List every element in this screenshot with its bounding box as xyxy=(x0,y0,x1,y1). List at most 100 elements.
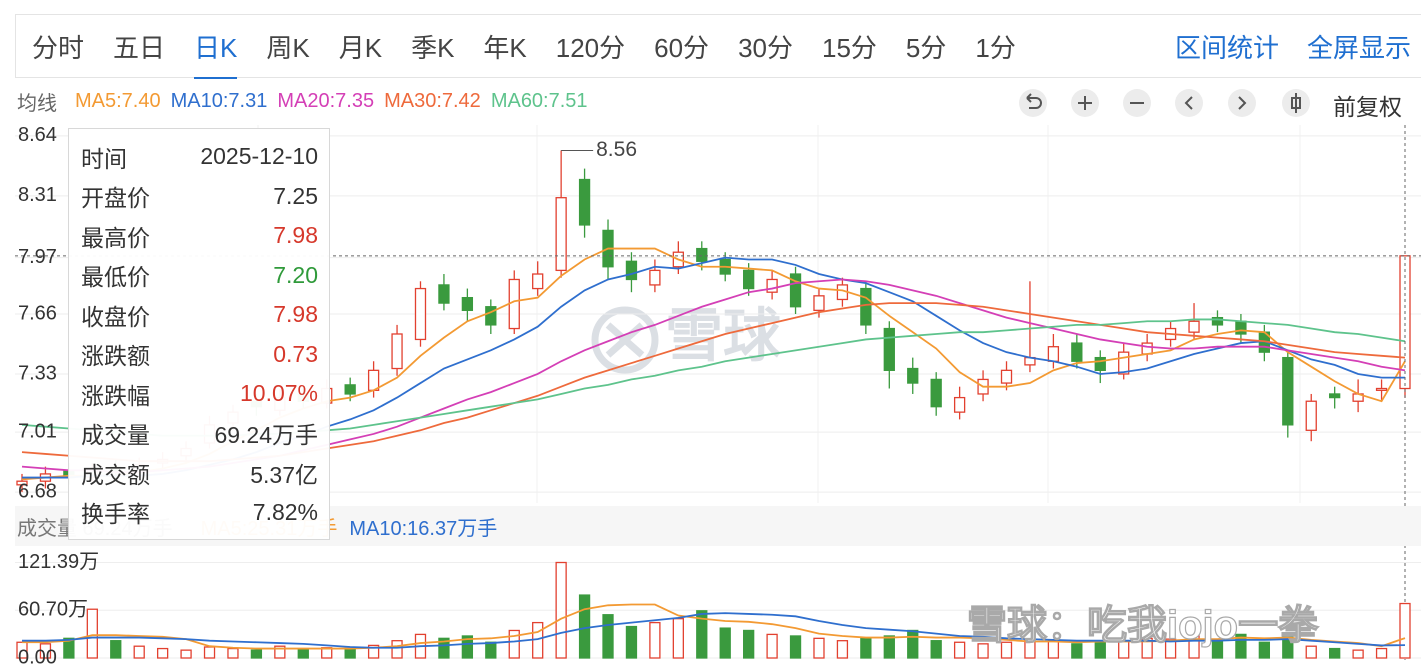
volume-bar xyxy=(391,640,403,659)
ma-label: 均线 xyxy=(17,92,57,115)
y-tick-label: 6.68 xyxy=(18,480,57,502)
period-tab[interactable]: 5分 xyxy=(905,32,947,63)
volume-bar xyxy=(649,621,661,659)
candle-body xyxy=(438,284,450,304)
volume-ma-line xyxy=(22,612,1406,649)
volume-bar xyxy=(672,618,684,659)
volume-bar xyxy=(110,640,122,659)
toolbar-link[interactable]: 区间统计 xyxy=(1174,32,1279,63)
candle-body xyxy=(953,396,966,413)
toolbar-link[interactable]: 全屏显示 xyxy=(1306,32,1411,63)
prev-icon xyxy=(1184,96,1193,110)
volume-bar xyxy=(555,561,567,659)
tooltip-label: 时间 xyxy=(81,145,127,172)
y-tick-label: 7.01 xyxy=(18,420,57,442)
candle-body xyxy=(508,278,520,330)
volume-bar xyxy=(977,643,989,659)
tooltip-label: 最低价 xyxy=(81,264,150,291)
volume-bar xyxy=(1235,633,1247,659)
tooltip-value: 69.24万手 xyxy=(214,422,318,449)
candle-body xyxy=(1282,356,1294,426)
zoom-in-icon xyxy=(1078,96,1092,110)
y-tick-label: 7.97 xyxy=(18,246,57,268)
candle-body xyxy=(555,197,567,272)
prev-button[interactable] xyxy=(1175,89,1203,117)
tooltip-row: 成交量 69.24万手 xyxy=(81,414,318,454)
period-tab[interactable]: 30分 xyxy=(738,32,793,63)
tooltip-label: 成交额 xyxy=(81,461,150,488)
volume-bar xyxy=(836,640,849,659)
volume-bar xyxy=(203,646,216,659)
legend-entry: MA10:7.31 xyxy=(170,89,268,112)
y-tick-label: 8.64 xyxy=(18,124,57,146)
period-tab[interactable]: 日K xyxy=(194,28,238,79)
volume-bar xyxy=(1071,643,1083,659)
adjust-mode[interactable]: 前复权 xyxy=(1333,94,1402,120)
volume-bar xyxy=(578,594,591,659)
period-tab[interactable]: 周K xyxy=(266,32,310,63)
volume-bar xyxy=(625,625,638,659)
volume-bar xyxy=(860,637,872,659)
candle-body xyxy=(813,295,825,312)
y-tick-label: 8.31 xyxy=(18,184,57,206)
candle-body xyxy=(1047,346,1060,362)
volume-bar xyxy=(1352,649,1364,659)
candle-body xyxy=(907,367,919,384)
volume-bar xyxy=(696,610,708,659)
period-tabs: 分时 五日 日K 周K 月K 季K 年K 120分 60分 30分 15分 5分 1分 xyxy=(15,14,1421,79)
volume-bar xyxy=(602,614,614,659)
tooltip-label: 换手率 xyxy=(81,501,150,528)
volume-bar xyxy=(344,647,356,659)
candle-body xyxy=(1094,356,1106,371)
period-tab[interactable]: 1分 xyxy=(975,32,1016,63)
candle-body xyxy=(461,296,474,312)
tooltip-row: 最高价 7.98 xyxy=(81,216,318,256)
volume-bar xyxy=(1141,637,1153,659)
next-button[interactable] xyxy=(1228,89,1256,117)
volume-bar xyxy=(180,649,192,659)
candle-toggle-icon xyxy=(1291,93,1301,113)
period-tab[interactable]: 60分 xyxy=(654,32,710,63)
volume-bar xyxy=(485,641,497,659)
volume-bar xyxy=(250,649,263,659)
period-tab[interactable]: 五日 xyxy=(113,32,166,63)
volume-bar xyxy=(1399,602,1411,659)
tooltip-row: 成交额 5.37亿 xyxy=(81,453,318,493)
candle-body xyxy=(649,269,661,286)
undo-button[interactable] xyxy=(1019,89,1047,117)
tooltip-label: 收盘价 xyxy=(81,303,150,330)
tooltip-value: 0.73 xyxy=(273,340,318,367)
candle-body xyxy=(1375,387,1388,391)
candle-body xyxy=(789,273,802,308)
y-tick-label: 0.00 xyxy=(18,646,57,668)
candle-body xyxy=(367,369,380,391)
tooltip-value: 2025-12-10 xyxy=(200,143,318,170)
tooltip-value: 10.07% xyxy=(239,380,318,407)
volume-bar xyxy=(133,645,145,659)
volume-bar xyxy=(297,648,309,659)
toolbar-icons xyxy=(1019,89,1310,117)
period-tab[interactable]: 120分 xyxy=(555,32,626,63)
legend-entry: MA20:7.35 xyxy=(277,89,375,112)
watermark-corner: 雪球：吃我iojo一拳 xyxy=(967,604,1319,648)
period-tab[interactable]: 月K xyxy=(338,32,383,63)
tooltip-value: 7.20 xyxy=(273,261,318,288)
max-annotation: 8.56 xyxy=(596,138,637,161)
toolbar-right: 区间统计 全屏显示 xyxy=(1147,14,1411,78)
period-tab[interactable]: 年K xyxy=(483,32,527,63)
period-tab[interactable]: 15分 xyxy=(821,32,877,63)
volume-bar xyxy=(1305,645,1317,659)
volume-bar xyxy=(719,627,731,659)
period-tab[interactable]: 分时 xyxy=(32,32,85,63)
volume-bar xyxy=(274,645,286,659)
candle-body xyxy=(1329,393,1341,399)
period-tab[interactable]: 季K xyxy=(411,32,455,63)
tooltip-label: 开盘价 xyxy=(81,185,150,212)
legend-entry: MA5:7.40 xyxy=(75,89,161,112)
candle-body xyxy=(16,480,28,486)
candle-body xyxy=(860,287,872,326)
candle-body xyxy=(391,333,403,370)
candle-body xyxy=(1188,320,1200,333)
tooltip-value: 7.82% xyxy=(252,498,318,525)
tooltip-value: 7.25 xyxy=(273,182,318,209)
